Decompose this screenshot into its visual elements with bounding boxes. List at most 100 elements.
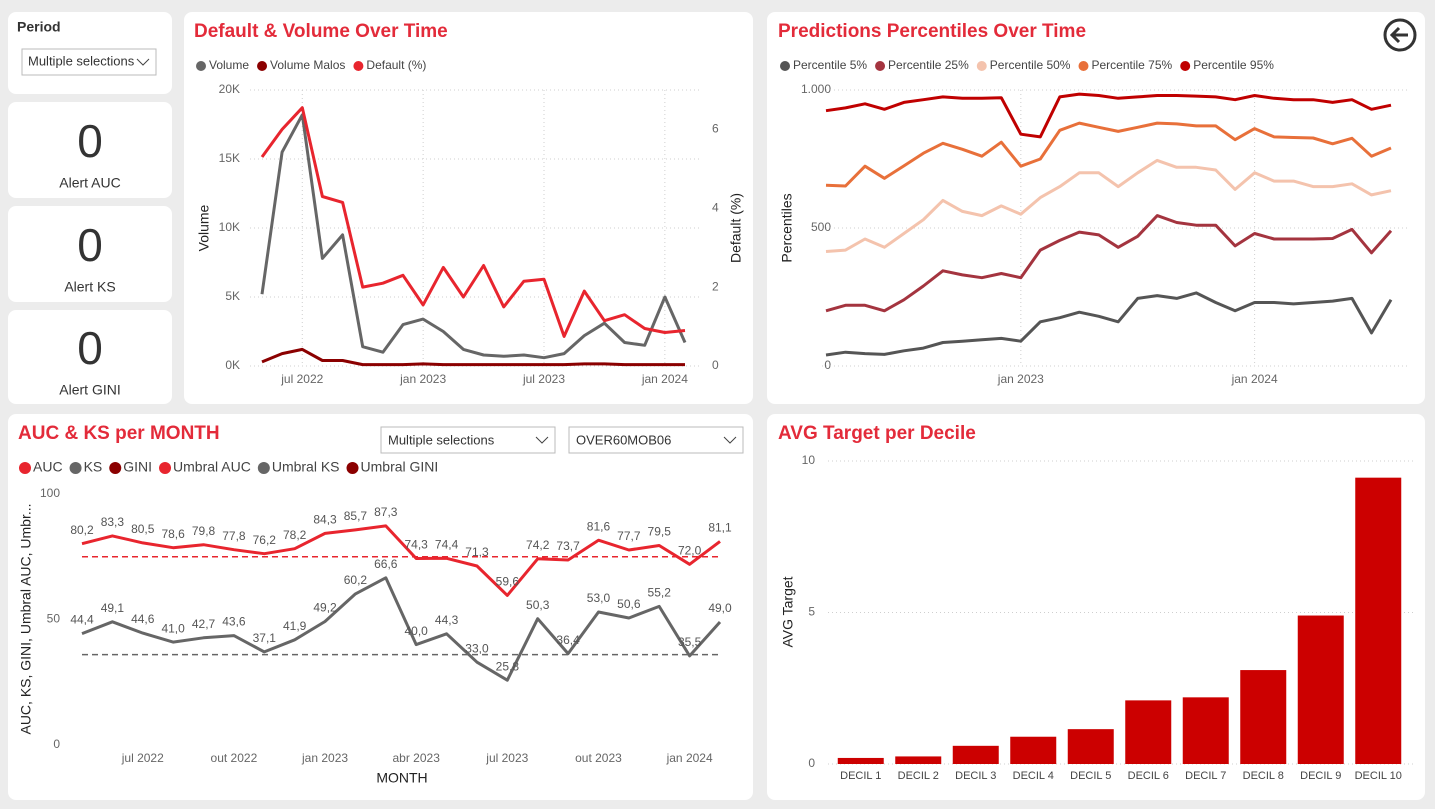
x-tick-label: DECIL 5 [1070, 770, 1111, 782]
y2-tick-label: 4 [712, 200, 719, 214]
data-label: 87,3 [374, 505, 398, 519]
data-label: 37,1 [253, 631, 277, 645]
x-tick-label: DECIL 9 [1300, 770, 1341, 782]
y-tick-label: 10K [219, 220, 240, 234]
x-tick-label: jan 2024 [666, 751, 713, 765]
data-label: 36,4 [556, 633, 580, 647]
legend-marker [257, 61, 268, 71]
x-tick-label: jul 2022 [121, 751, 164, 765]
y-tick-label: 20K [219, 82, 240, 96]
card [8, 206, 172, 302]
x-tick-label: DECIL 2 [898, 770, 939, 782]
legend-marker [69, 462, 82, 474]
dropdown-text[interactable]: Multiple selections [28, 53, 135, 68]
x-tick-label: jan 2023 [399, 372, 446, 386]
legend-label: GINI [123, 459, 152, 475]
bar [1355, 477, 1402, 764]
legend-marker [976, 61, 987, 71]
bar [1240, 670, 1287, 764]
x-tick-label: out 2023 [575, 751, 622, 765]
data-label: 49,2 [313, 601, 337, 615]
legend-label: Umbral KS [272, 459, 340, 475]
y-tick-label: 5 [808, 605, 815, 619]
bar [952, 745, 999, 764]
x-tick-label: DECIL 4 [1013, 770, 1054, 782]
series-line [825, 121, 1392, 188]
x-tick-label: jan 2024 [641, 372, 688, 386]
card-label: Alert KS [64, 279, 115, 295]
y-tick-label: 15K [219, 151, 240, 165]
dropdown[interactable] [380, 426, 556, 454]
x-tick-label: DECIL 1 [840, 770, 881, 782]
data-label: 78,2 [283, 528, 307, 542]
data-label: 53,0 [587, 591, 611, 605]
series-line [825, 92, 1392, 139]
legend-label: Percentile 5% [793, 58, 867, 72]
data-label: 72,0 [678, 543, 702, 557]
legend-marker [257, 462, 270, 474]
data-label: 84,3 [313, 513, 337, 527]
x-tick-label: jan 2024 [1231, 372, 1278, 386]
legend-label: Percentile 75% [1091, 58, 1172, 72]
legend-label: Umbral AUC [173, 459, 251, 475]
y-tick-label: 50 [47, 612, 61, 626]
y-tick-label: 100 [40, 486, 60, 500]
data-label: 41,9 [283, 619, 307, 633]
legend-marker [346, 462, 359, 474]
chart-title: Predictions Percentiles Over Time [778, 21, 1086, 42]
data-label: 83,3 [101, 515, 125, 529]
dropdown-text[interactable]: OVER60MOB06 [576, 432, 671, 447]
bar [837, 757, 884, 764]
data-label: 77,7 [617, 529, 641, 543]
dropdown[interactable] [568, 426, 744, 454]
legend-label: Percentile 50% [990, 58, 1071, 72]
dropdown-text[interactable]: Multiple selections [388, 432, 495, 447]
x-tick-label: out 2022 [211, 751, 258, 765]
y-tick-label: 0 [53, 737, 60, 751]
y-tick-label: 5K [225, 289, 240, 303]
legend-label: AUC [33, 459, 63, 475]
x-tick-label: DECIL 8 [1243, 770, 1284, 782]
data-label: 74,2 [526, 538, 550, 552]
legend-marker [780, 61, 790, 71]
chevron [535, 436, 549, 444]
data-label: 50,3 [526, 598, 550, 612]
y-axis-title: AVG Target [780, 576, 796, 647]
legend-marker [353, 61, 364, 71]
x-tick-label: jul 2023 [522, 372, 565, 386]
series-line [825, 158, 1392, 253]
legend-marker [159, 462, 172, 474]
data-label: 42,7 [192, 617, 216, 631]
data-label: 50,6 [617, 597, 641, 611]
back-button[interactable] [1383, 18, 1417, 52]
series-line [825, 214, 1393, 313]
dropdown[interactable] [21, 48, 157, 76]
y-tick-label: 0K [225, 358, 240, 372]
x-tick-label: DECIL 7 [1185, 770, 1226, 782]
data-label: 59,6 [496, 575, 520, 589]
legend-label: Default (%) [366, 58, 426, 72]
data-label: 41,0 [161, 621, 185, 635]
data-label: 40,0 [405, 624, 429, 638]
back-arrow [1389, 26, 1408, 44]
data-label: 66,6 [374, 557, 398, 571]
legend-marker [109, 462, 122, 474]
y-tick-label: 0 [808, 756, 815, 770]
chart-panel [8, 414, 753, 800]
chart-title: Default & Volume Over Time [194, 21, 448, 42]
x-tick-label: abr 2023 [393, 751, 441, 765]
legend-label: KS [84, 459, 103, 475]
series-line [261, 347, 685, 367]
x-tick-label: jan 2023 [997, 372, 1044, 386]
data-label: 81,1 [708, 521, 732, 535]
card [8, 310, 172, 404]
y2-axis-title: Default (%) [728, 193, 744, 263]
chart-panel [184, 12, 753, 404]
y2-tick-label: 0 [712, 358, 719, 372]
legend-label: Percentile 95% [1193, 58, 1274, 72]
data-label: 76,2 [253, 533, 277, 547]
data-label: 74,3 [405, 538, 429, 552]
data-label: 49,1 [101, 601, 125, 615]
chart-title: AVG Target per Decile [778, 423, 976, 444]
